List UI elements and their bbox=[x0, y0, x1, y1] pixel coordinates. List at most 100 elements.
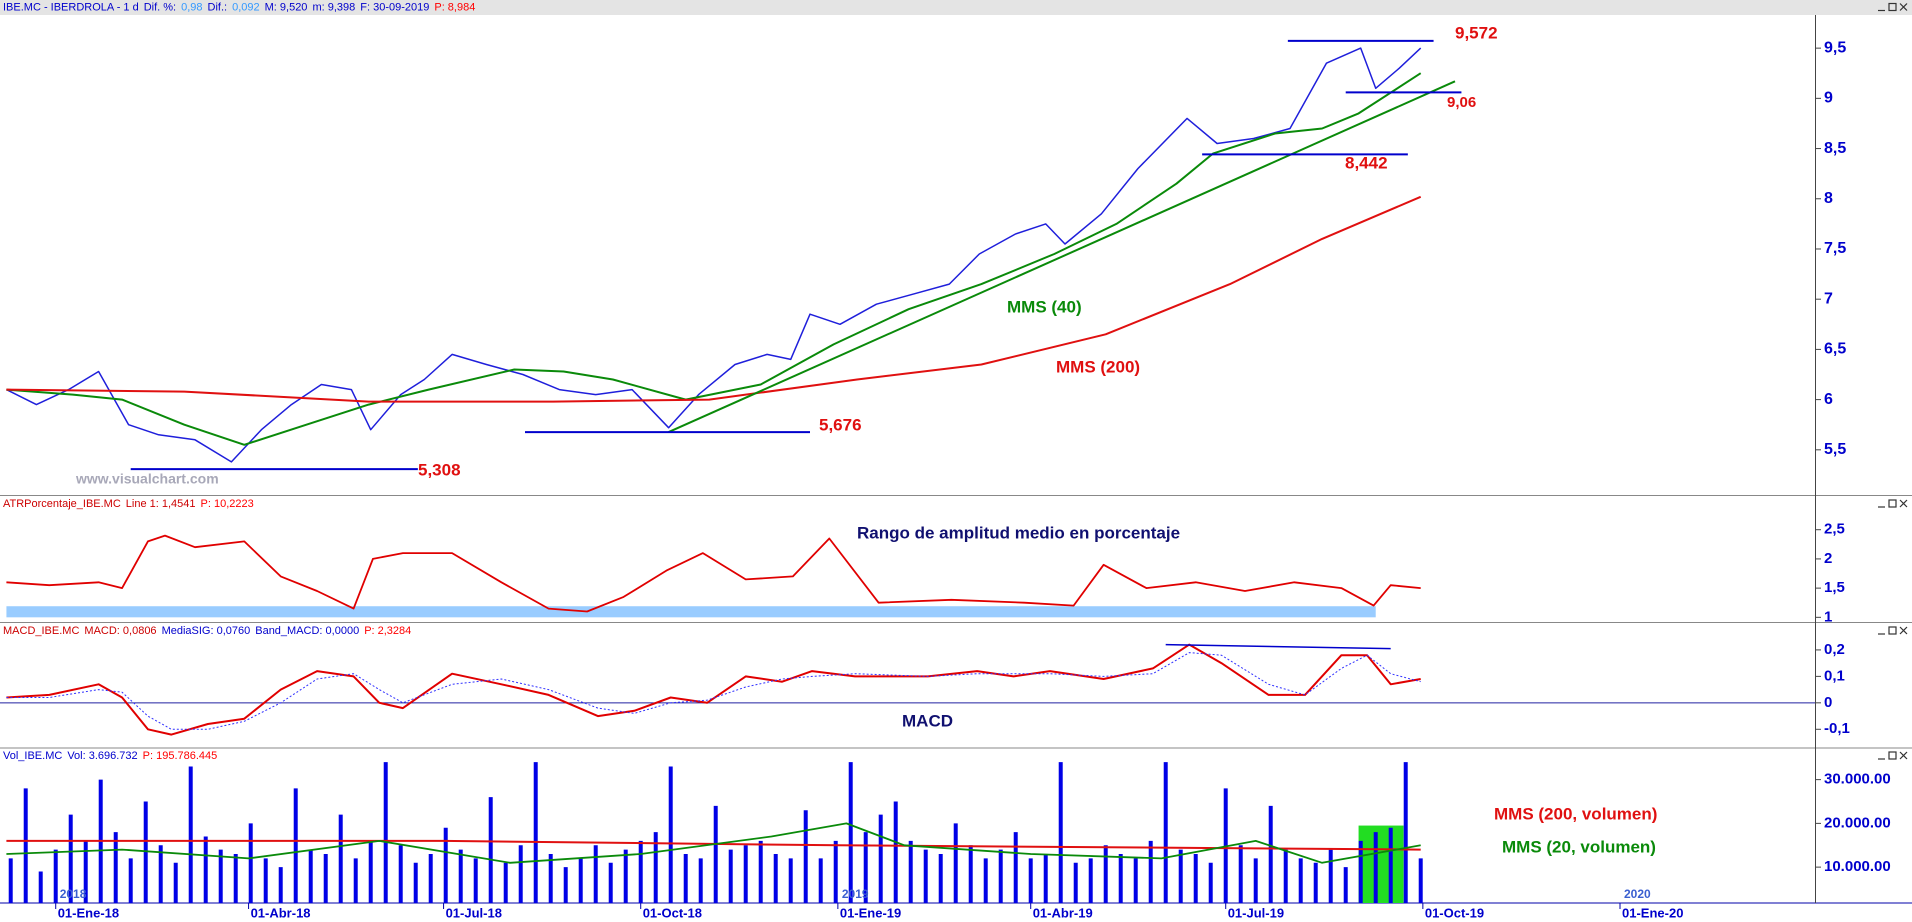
series-line bbox=[668, 80, 1456, 434]
y-tick-label: 8,5 bbox=[1824, 140, 1846, 157]
window-button bbox=[1888, 626, 1897, 635]
panel-plot bbox=[6, 534, 1421, 618]
volume-bar bbox=[488, 797, 493, 903]
volume-bar bbox=[338, 814, 343, 903]
header-bar bbox=[0, 0, 1912, 15]
volume-bar bbox=[83, 840, 88, 903]
volume-bar bbox=[908, 840, 913, 903]
volume-bar bbox=[1238, 845, 1243, 903]
volume-bar bbox=[263, 858, 268, 903]
volume-bar bbox=[1013, 832, 1018, 903]
window-button bbox=[1899, 499, 1908, 508]
volume-bar bbox=[503, 862, 508, 903]
volume-bar bbox=[698, 858, 703, 903]
y-tick-label: -0,1 bbox=[1824, 720, 1850, 737]
volume-bar bbox=[518, 845, 523, 903]
volume-bar bbox=[1193, 854, 1198, 903]
x-tick-label: 01-Jul-19 bbox=[1228, 905, 1284, 920]
header-part: M: 9,520 bbox=[265, 1, 308, 13]
window-button bbox=[1888, 751, 1897, 760]
volume-bar bbox=[1043, 854, 1048, 903]
volume-bar bbox=[803, 810, 808, 903]
header-part: P: 10,2223 bbox=[201, 498, 254, 510]
series-line bbox=[1165, 643, 1391, 650]
header-part: P: 195.786.445 bbox=[143, 750, 218, 762]
y-tick-label: 2,5 bbox=[1824, 521, 1845, 538]
volume-bar bbox=[863, 832, 868, 903]
year-label: 2020 bbox=[1624, 887, 1651, 901]
volume-bar bbox=[683, 854, 688, 903]
panel-header: Vol_IBE.MC Vol: 3.696.732 P: 195.786.445 bbox=[3, 750, 217, 762]
header-part: P: 2,3284 bbox=[364, 625, 411, 637]
volume-bar bbox=[1148, 840, 1153, 903]
volume-bar bbox=[788, 858, 793, 903]
volume-bar bbox=[293, 788, 298, 903]
highlight-box bbox=[1358, 825, 1404, 903]
volume-bar bbox=[593, 845, 598, 903]
volume-bar bbox=[533, 762, 538, 903]
x-tick-label: 01-Jul-18 bbox=[446, 905, 502, 920]
volume-bar bbox=[1058, 762, 1063, 903]
volume-bar bbox=[218, 849, 223, 903]
year-label: 2018 bbox=[60, 887, 87, 901]
volume-bar bbox=[1073, 862, 1078, 903]
volume-bar bbox=[1253, 858, 1258, 903]
volume-bar bbox=[938, 854, 943, 903]
series-line bbox=[6, 47, 1422, 463]
volume-bar bbox=[623, 849, 628, 903]
y-tick-label: 0,1 bbox=[1824, 667, 1845, 684]
x-tick-label: 01-Abr-19 bbox=[1033, 905, 1093, 920]
volume-bar bbox=[1268, 805, 1273, 903]
x-tick-label: 01-Oct-19 bbox=[1425, 905, 1484, 920]
annotation: Rango de amplitud medio en porcentaje bbox=[857, 523, 1180, 542]
x-tick-label: 01-Abr-18 bbox=[251, 905, 311, 920]
volume-bar bbox=[1418, 858, 1423, 903]
x-tick-label: 01-Ene-20 bbox=[1622, 905, 1683, 920]
volume-bar bbox=[983, 858, 988, 903]
y-tick-label: 9 bbox=[1824, 90, 1833, 107]
header-part: MACD_IBE.MC bbox=[3, 625, 79, 637]
volume-bar bbox=[113, 832, 118, 903]
volume-bar bbox=[758, 840, 763, 903]
y-tick-label: 0 bbox=[1824, 694, 1832, 711]
series-line bbox=[6, 822, 1421, 864]
level-label: 9,572 bbox=[1455, 23, 1498, 42]
volume-bar bbox=[1133, 858, 1138, 903]
highlight-band bbox=[6, 606, 1376, 618]
year-label: 2019 bbox=[842, 887, 869, 901]
x-tick-label: 01-Ene-19 bbox=[840, 905, 901, 920]
x-tick-label: 01-Oct-18 bbox=[643, 905, 702, 920]
volume-bar bbox=[353, 858, 358, 903]
volume-bar bbox=[638, 840, 643, 903]
volume-bar bbox=[653, 832, 658, 903]
volume-bar bbox=[923, 849, 928, 903]
y-tick-label: 1 bbox=[1824, 608, 1832, 625]
volume-bar bbox=[1328, 849, 1333, 903]
series-label: MMS (20, volumen) bbox=[1502, 837, 1656, 856]
volume-bar bbox=[728, 849, 733, 903]
volume-bar bbox=[1118, 854, 1123, 903]
level-label: 5,676 bbox=[819, 415, 862, 434]
volume-bar bbox=[368, 840, 373, 903]
volume-bar bbox=[473, 858, 478, 903]
volume-bar bbox=[668, 766, 673, 903]
volume-bar bbox=[548, 854, 553, 903]
volume-bar bbox=[1298, 858, 1303, 903]
series-label: MMS (200, volumen) bbox=[1494, 804, 1657, 823]
series-line bbox=[6, 195, 1422, 403]
volume-bar bbox=[578, 858, 583, 903]
volume-bar bbox=[833, 840, 838, 903]
volume-bar bbox=[278, 867, 283, 903]
header-part: ATRPorcentaje_IBE.MC bbox=[3, 498, 121, 510]
level-label: 5,308 bbox=[418, 460, 461, 479]
panel-header: IBE.MC - IBERDROLA - 1 d Dif. %: 0,98 Dif.:… bbox=[3, 1, 475, 13]
panel-plot bbox=[0, 643, 1815, 736]
volume-bar bbox=[248, 823, 253, 903]
panel-header: ATRPorcentaje_IBE.MC Line 1: 1,4541 P: 10,… bbox=[3, 498, 254, 510]
y-tick-label: 8 bbox=[1824, 190, 1833, 207]
watermark: www.visualchart.com bbox=[75, 471, 219, 487]
header-part: Vol: 3.696.732 bbox=[67, 750, 137, 762]
header-part: Vol_IBE.MC bbox=[3, 750, 62, 762]
